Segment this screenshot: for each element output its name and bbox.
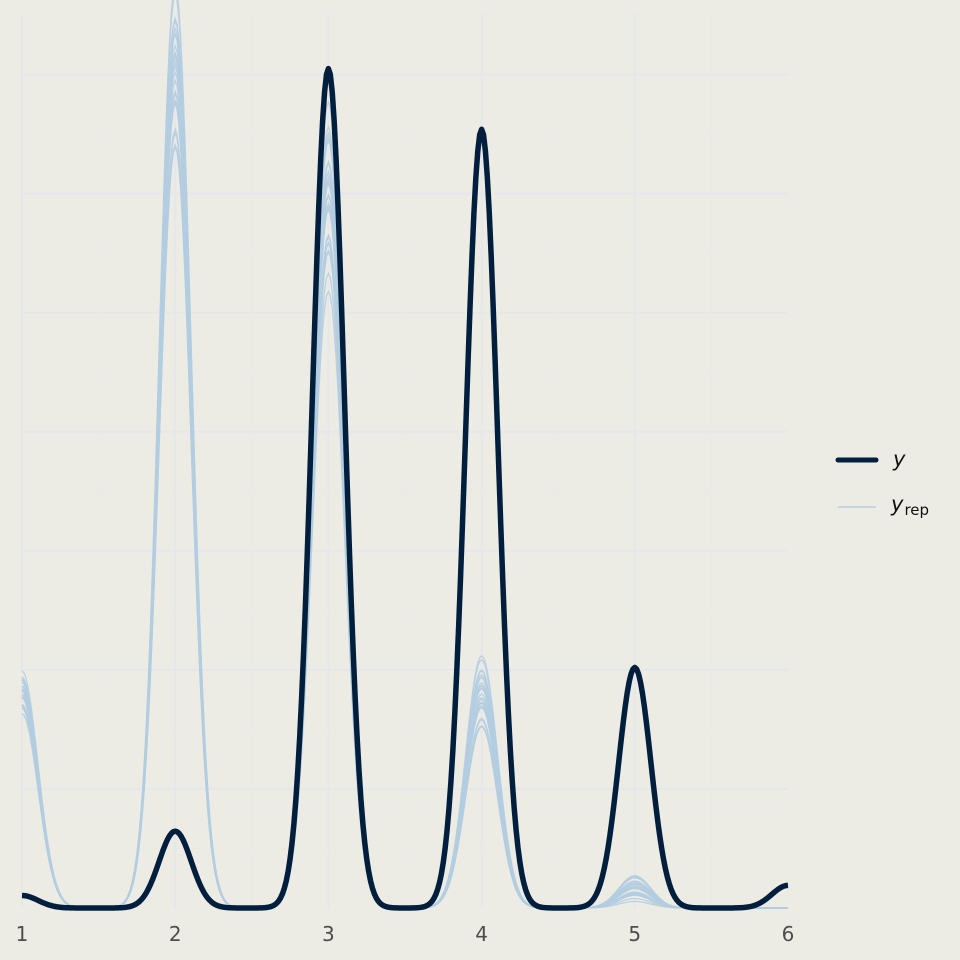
y-density-line bbox=[21, 65, 789, 911]
x-tick-label: 6 bbox=[782, 922, 795, 946]
x-axis-tick-labels: 1 2 3 4 5 6 bbox=[16, 922, 795, 946]
legend: y yrep bbox=[835, 447, 929, 519]
x-tick-label: 1 bbox=[16, 922, 29, 946]
x-tick-label: 5 bbox=[628, 922, 641, 946]
legend-label-yrep: yrep bbox=[890, 492, 929, 519]
legend-label-y: y bbox=[892, 447, 906, 471]
y-series bbox=[21, 65, 789, 911]
x-tick-label: 3 bbox=[322, 922, 335, 946]
x-tick-label: 4 bbox=[475, 922, 488, 946]
grid-lines bbox=[21, 14, 788, 908]
x-tick-label: 2 bbox=[169, 922, 182, 946]
